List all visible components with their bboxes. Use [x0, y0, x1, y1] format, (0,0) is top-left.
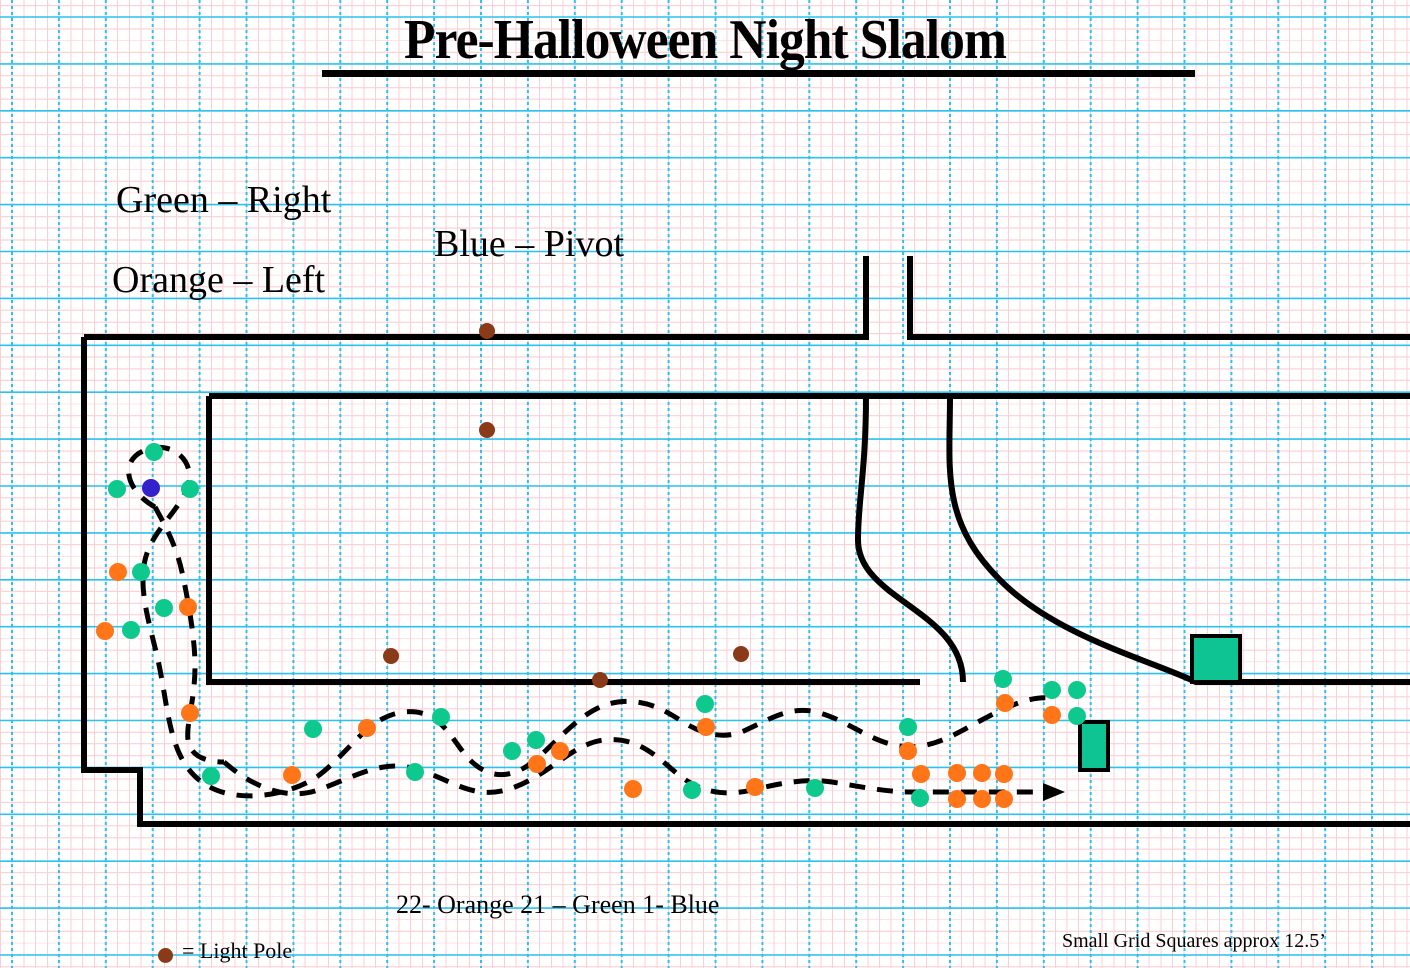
light-pole-markers	[383, 323, 749, 688]
legend-green-right: Green – Right	[116, 179, 332, 221]
grid-scale-note: Small Grid Squares approx 12.5’	[1062, 930, 1326, 952]
legend-orange-left: Orange – Left	[112, 259, 326, 301]
light-pole-legend-icon	[158, 948, 173, 963]
cone-count-summary: 22- Orange 21 – Green 1- Blue	[396, 890, 720, 919]
title-underline	[322, 70, 1195, 77]
light-pole-legend-label: = Light Pole	[182, 938, 293, 963]
cone-markers	[96, 443, 1086, 808]
legend-blue-pivot: Blue – Pivot	[434, 223, 625, 265]
finish-direction-arrow	[1043, 783, 1065, 801]
parking-lot-walls	[81, 256, 1410, 827]
page-title: Pre-Halloween Night Slalom	[404, 9, 1007, 71]
course-route-lines	[126, 444, 1051, 799]
course-blocks	[1078, 634, 1242, 772]
